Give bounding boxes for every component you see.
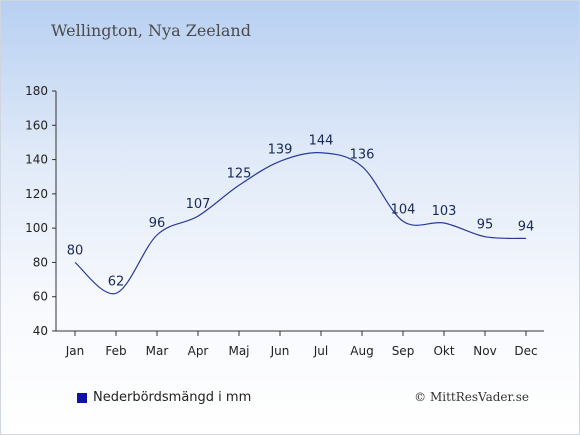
data-label: 103: [432, 204, 457, 219]
data-label: 95: [477, 218, 494, 233]
y-tick-label: 140: [25, 153, 48, 167]
data-label: 144: [309, 134, 334, 149]
data-label: 125: [227, 166, 252, 181]
legend-label: Nederbördsmängd i mm: [93, 390, 252, 405]
y-tick-label: 180: [25, 84, 48, 98]
chart-title: Wellington, Nya Zeeland: [51, 21, 251, 40]
legend: Nederbördsmängd i mm: [77, 390, 251, 405]
y-tick-label: 80: [33, 255, 48, 269]
copyright-text: © MittResVader.se: [414, 390, 529, 404]
y-tick-label: 120: [25, 187, 48, 201]
y-tick-label: 100: [25, 221, 48, 235]
data-label: 80: [67, 243, 84, 258]
y-tick-label: 160: [25, 118, 48, 132]
data-label: 139: [268, 142, 293, 157]
x-tick-label: Okt: [433, 344, 454, 358]
x-tick-label: Nov: [473, 344, 496, 358]
data-label: 94: [518, 219, 535, 234]
y-tick-label: 60: [33, 290, 48, 304]
x-tick-label: Sep: [392, 344, 415, 358]
data-label: 62: [108, 274, 125, 289]
x-tick-label: Jun: [270, 344, 290, 358]
x-tick-label: Jul: [313, 344, 328, 358]
data-label: 104: [391, 202, 416, 217]
x-tick-label: Maj: [228, 344, 249, 358]
x-tick-label: Aug: [350, 344, 373, 358]
series-line: [74, 152, 527, 295]
legend-swatch: [77, 392, 87, 403]
x-tick-label: Feb: [105, 344, 126, 358]
data-label: 136: [350, 147, 375, 162]
x-tick-label: Apr: [188, 344, 209, 358]
data-label: 96: [149, 216, 166, 231]
y-tick-label: 40: [33, 324, 48, 338]
x-tick-label: Dec: [514, 344, 537, 358]
x-tick-label: Jan: [65, 344, 85, 358]
data-label: 107: [186, 197, 211, 212]
x-tick-label: Mar: [146, 344, 169, 358]
